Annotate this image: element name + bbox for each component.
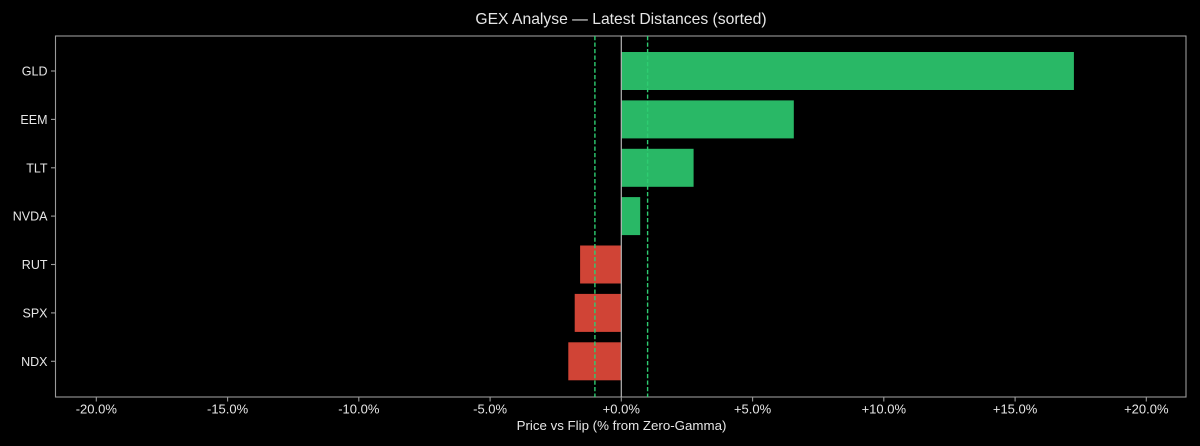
svg-text:EEM: EEM [20,113,47,127]
svg-text:-10.0%: -10.0% [338,402,380,417]
svg-text:+20.0%: +20.0% [1124,402,1169,417]
svg-text:+10.0%: +10.0% [862,402,907,417]
svg-text:-15.0%: -15.0% [207,402,249,417]
svg-text:RUT: RUT [22,258,48,272]
svg-text:-5.0%: -5.0% [473,402,507,417]
svg-text:TLT: TLT [26,161,48,175]
svg-text:NVDA: NVDA [13,210,48,224]
svg-text:GLD: GLD [22,65,48,79]
svg-text:+5.0%: +5.0% [734,402,772,417]
svg-text:GEX Analyse — Latest Distances: GEX Analyse — Latest Distances (sorted) [475,11,766,28]
svg-text:SPX: SPX [22,306,48,320]
svg-text:+15.0%: +15.0% [993,402,1038,417]
svg-text:Price vs Flip (% from Zero-Gam: Price vs Flip (% from Zero-Gamma) [517,418,727,433]
svg-text:-20.0%: -20.0% [76,402,118,417]
svg-text:NDX: NDX [21,355,48,369]
svg-text:+0.0%: +0.0% [603,402,641,417]
